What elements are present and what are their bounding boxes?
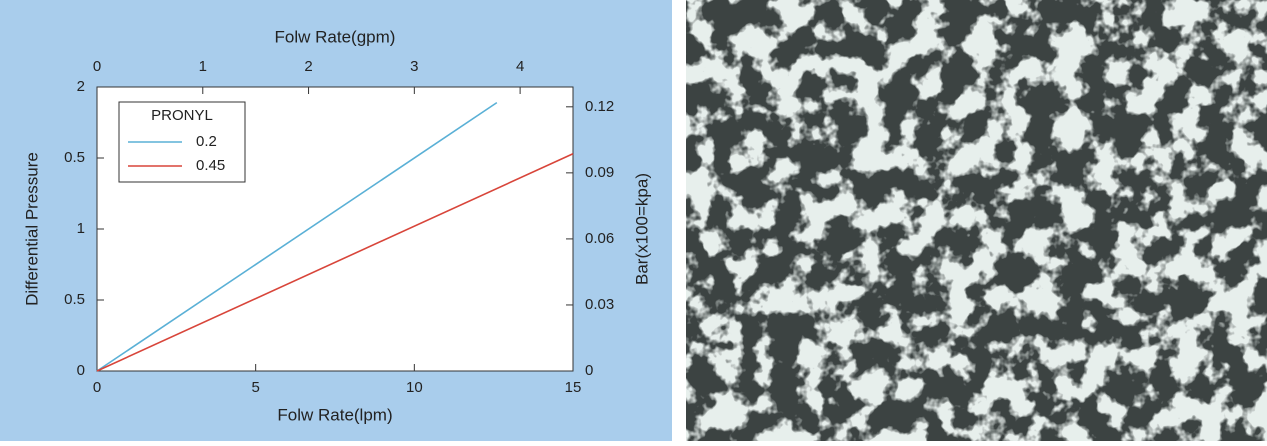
- legend-label: 0.45: [196, 157, 225, 174]
- x2-tick-label: 4: [516, 58, 524, 75]
- y-tick-label: 0.5: [64, 291, 85, 308]
- y-tick-label: 2: [77, 78, 85, 95]
- x2-tick-label: 2: [304, 58, 312, 75]
- x-tick-label: 15: [565, 379, 582, 396]
- y2-tick-label: 0.09: [585, 164, 614, 181]
- x-tick-label: 10: [406, 379, 423, 396]
- x-axis-label: Folw Rate(lpm): [277, 405, 392, 424]
- x-tick-label: 0: [93, 379, 101, 396]
- x2-tick-label: 3: [410, 58, 418, 75]
- y2-tick-label: 0: [585, 362, 593, 379]
- y-tick-label: 0.5: [64, 149, 85, 166]
- y-tick-label: 1: [77, 220, 85, 237]
- y-tick-label: 0: [77, 362, 85, 379]
- legend-title: PRONYL: [151, 107, 213, 124]
- y-axis-label: Differential Pressure: [22, 152, 41, 306]
- y2-tick-label: 0.03: [585, 296, 614, 313]
- data-line: [96, 101, 498, 372]
- y2-axis-label: Bar(x100=kpa): [632, 173, 651, 285]
- x2-tick-label: 1: [199, 58, 207, 75]
- x2-tick-label: 0: [93, 58, 101, 75]
- legend-label: 0.2: [196, 133, 217, 150]
- micrograph-texture: [686, 0, 1267, 441]
- x2-axis-label: Folw Rate(gpm): [275, 27, 396, 46]
- data-line: [96, 153, 574, 372]
- x-tick-label: 5: [251, 379, 259, 396]
- y2-tick-label: 0.12: [585, 98, 614, 115]
- y2-tick-label: 0.06: [585, 230, 614, 247]
